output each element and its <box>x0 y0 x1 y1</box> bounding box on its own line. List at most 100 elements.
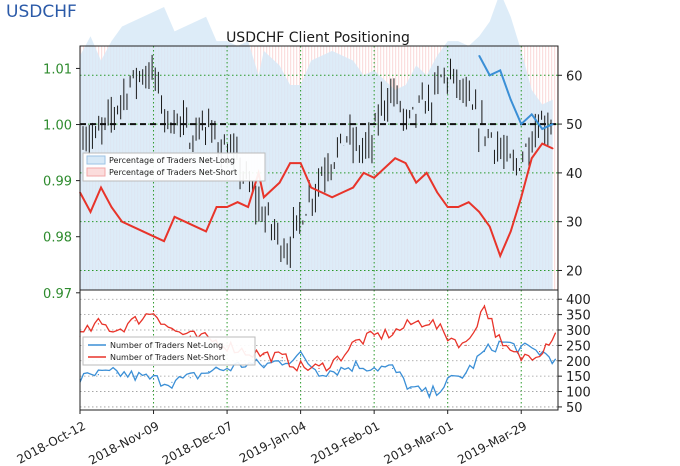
pct-tick-label: 40 <box>566 167 583 182</box>
net-short-pct-point <box>131 225 134 228</box>
net-short-pct-point <box>310 186 312 189</box>
lower-frame <box>79 289 559 411</box>
net-short-pct-point <box>530 157 533 160</box>
legend-label: Number of Traders Net-Short <box>110 353 225 362</box>
net-long-pct-point <box>520 123 523 125</box>
x-tick-label: 2018-Dec-07 <box>160 419 235 466</box>
net-short-pct-point <box>263 196 265 199</box>
price-tick-label: 0.98 <box>43 231 72 246</box>
net-long-count-point <box>152 378 155 380</box>
net-short-pct-point <box>383 167 386 169</box>
net-short-count-point <box>373 335 375 337</box>
net-short-pct-point <box>100 186 102 189</box>
net-short-pct-point <box>415 181 417 184</box>
net-long-count-point <box>300 355 302 357</box>
net-short-pct-point <box>278 181 281 184</box>
net-short-pct-point <box>488 225 491 228</box>
net-long-count-point <box>226 367 228 370</box>
legend-swatch-net-short <box>86 167 106 177</box>
net-long-pct-point <box>551 123 554 125</box>
net-short-count-point <box>447 335 449 337</box>
net-long-pct-point <box>541 128 544 130</box>
net-long-count-point <box>134 375 136 377</box>
net-short-pct-point <box>478 211 481 213</box>
net-short-pct-point <box>289 162 291 164</box>
net-long-pct-point <box>499 69 502 72</box>
net-short-pct-line <box>79 142 554 259</box>
net-short-pct-point <box>541 142 544 145</box>
net-short-pct-point <box>205 230 207 233</box>
legend-box <box>82 152 266 182</box>
net-short-pct-point <box>110 206 113 208</box>
net-short-count-point <box>97 323 99 325</box>
net-long-count-point <box>116 372 118 374</box>
net-long-count-point <box>483 350 486 353</box>
net-long-count-point <box>171 381 173 383</box>
x-tick-label: 2019-Mar-29 <box>455 419 529 466</box>
price-tick-label: 0.97 <box>43 287 72 302</box>
net-short-pct-point <box>509 230 512 233</box>
net-short-pct-point <box>215 206 218 208</box>
net-short-count-point <box>318 367 320 370</box>
net-short-count-point <box>171 329 173 331</box>
price-tick-label: 0.99 <box>43 175 72 190</box>
net-short-count-line <box>79 304 556 372</box>
net-long-count-point <box>336 369 338 371</box>
net-short-count-point <box>554 332 556 334</box>
x-tick-label: 2018-Oct-12 <box>15 419 88 466</box>
count-tick-label: 50 <box>566 401 583 416</box>
net-long-count-point <box>520 347 522 350</box>
net-short-pct-point <box>184 220 186 223</box>
net-long-count-point <box>189 377 191 379</box>
net-short-pct-point <box>142 230 144 233</box>
x-tick-label: 2019-Mar-01 <box>382 419 456 466</box>
net-long-count-point <box>554 358 556 360</box>
legend-swatch-net-long <box>86 155 106 165</box>
count-tick-label: 250 <box>566 339 591 354</box>
net-short-count-point <box>502 347 504 350</box>
net-long-count-point <box>208 370 210 373</box>
net-long-count-point <box>97 374 99 376</box>
net-long-count-point <box>410 387 412 390</box>
price-tick-label: 1.00 <box>43 119 72 134</box>
net-short-pct-point <box>299 162 302 164</box>
count-tick-label: 300 <box>566 324 591 339</box>
net-short-pct-point <box>551 147 554 150</box>
net-short-pct-point <box>457 206 459 208</box>
net-short-count-point <box>428 320 430 322</box>
net-short-pct-point <box>425 172 428 174</box>
count-tick-label: 400 <box>566 293 591 308</box>
net-long-count-point <box>373 366 375 368</box>
net-short-count-point <box>483 304 486 306</box>
legend-label: Number of Traders Net-Long <box>110 341 223 350</box>
net-short-count-point <box>391 332 394 334</box>
net-short-pct-point <box>89 211 92 213</box>
count-tick-label: 350 <box>566 309 591 324</box>
net-long-pct-point <box>509 98 512 101</box>
net-short-pct-point <box>152 235 155 238</box>
net-short-count-point <box>263 354 265 356</box>
net-short-pct-point <box>446 206 449 208</box>
net-short-pct-point <box>362 172 365 174</box>
net-short-pct-point <box>236 201 239 203</box>
x-tick-label: 2019-Jan-04 <box>237 419 309 466</box>
net-short-pct-point <box>499 255 502 257</box>
count-tick-label: 150 <box>566 370 591 385</box>
net-long-pct-line <box>478 55 554 131</box>
count-tick-label: 100 <box>566 386 591 401</box>
net-long-count-point <box>318 370 320 373</box>
net-short-count-point <box>539 350 541 353</box>
net-short-count-point <box>355 341 357 343</box>
pct-tick-label: 30 <box>566 216 583 231</box>
net-short-count-point <box>520 357 522 359</box>
net-short-count-point <box>116 329 118 331</box>
net-short-pct-point <box>394 157 396 160</box>
x-tick-label: 2019-Feb-01 <box>309 419 382 466</box>
x-tick-label: 2018-Nov-09 <box>86 419 161 466</box>
lower-legend: Number of Traders Net-Long Number of Trad… <box>82 336 256 366</box>
net-long-count-point <box>281 360 283 362</box>
net-long-pct-point <box>488 74 491 77</box>
net-short-pct-point <box>467 201 470 203</box>
pct-tick-label: 60 <box>566 69 583 84</box>
